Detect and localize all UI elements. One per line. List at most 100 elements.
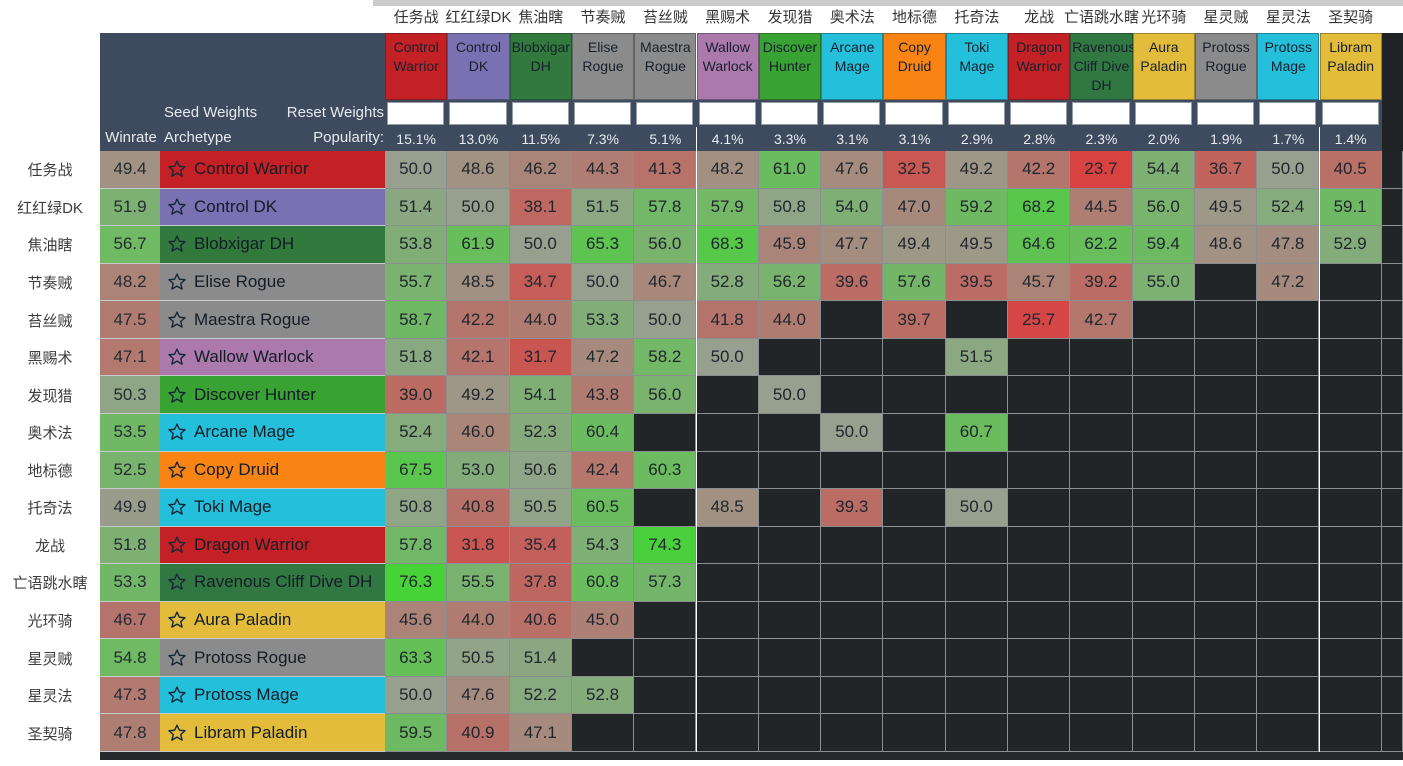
column-header-archetype[interactable]: Arcane Mage [821, 33, 884, 100]
matchup-cell: 61.0 [758, 151, 822, 189]
right-filler-column [1381, 33, 1403, 151]
favorite-star-icon[interactable] [167, 310, 187, 330]
row-archetype[interactable]: Dragon Warrior [160, 526, 385, 565]
row-archetype[interactable]: Control Warrior [160, 151, 385, 189]
column-header-archetype[interactable]: Protoss Rogue [1194, 33, 1258, 100]
row-archetype[interactable]: Blobxigar DH [160, 226, 385, 264]
row-winrate: 53.5 [100, 413, 160, 452]
favorite-star-icon[interactable] [167, 347, 187, 367]
matchup-cell: 48.2 [696, 151, 759, 189]
popularity-value: 4.1% [696, 127, 759, 151]
column-header-archetype[interactable]: Ravenous Cliff Dive DH [1070, 33, 1135, 100]
matchup-cell: 56.0 [634, 226, 697, 264]
row-cn-label: 星灵贼 [27, 650, 73, 668]
matchup-cell: 47.8 [1257, 226, 1320, 264]
weight-input[interactable] [511, 102, 569, 125]
matchup-cell-empty [1319, 489, 1382, 527]
matchup-cell-empty [1381, 489, 1403, 527]
weight-input[interactable] [1321, 102, 1379, 125]
weight-input[interactable] [823, 102, 881, 125]
matchup-cell: 35.4 [509, 526, 572, 565]
matchup-cell-empty [1257, 714, 1320, 752]
weight-input[interactable] [573, 102, 632, 125]
favorite-star-icon[interactable] [167, 197, 187, 217]
row-cn-label: 苔丝贼 [27, 312, 73, 330]
column-header-archetype[interactable]: Protoss Mage [1257, 33, 1320, 100]
row-archetype[interactable]: Discover Hunter [160, 376, 385, 414]
weight-input[interactable] [449, 102, 507, 125]
row-archetype[interactable]: Maestra Rogue [160, 301, 385, 339]
column-header-archetype[interactable]: Copy Druid [883, 33, 946, 100]
favorite-star-icon[interactable] [167, 685, 187, 705]
matchup-cell-empty [945, 451, 1008, 490]
matchup-cell: 51.4 [509, 639, 572, 677]
favorite-star-icon[interactable] [167, 234, 187, 254]
row-archetype[interactable]: Aura Paladin [160, 601, 385, 640]
matchup-cell: 49.5 [1194, 188, 1258, 227]
favorite-star-icon[interactable] [167, 422, 187, 442]
favorite-star-icon[interactable] [167, 723, 187, 743]
column-header-archetype[interactable]: Blobxigar DH [509, 33, 572, 100]
matchup-cell: 46.7 [634, 263, 697, 302]
matchup-cell-empty [883, 413, 946, 452]
matchup-cell-empty [1381, 639, 1403, 677]
column-header-archetype[interactable]: Dragon Warrior [1008, 33, 1071, 100]
favorite-star-icon[interactable] [167, 572, 187, 592]
weight-input[interactable] [387, 102, 445, 125]
favorite-star-icon[interactable] [167, 648, 187, 668]
column-header-archetype[interactable]: Elise Rogue [571, 33, 635, 100]
matchup-cell: 50.6 [509, 451, 572, 490]
matchup-cell-empty [1257, 639, 1320, 677]
weight-input[interactable] [1072, 102, 1130, 125]
matchup-cell: 39.2 [1070, 263, 1133, 302]
favorite-star-icon[interactable] [167, 535, 187, 555]
popularity-value: 1.7% [1257, 127, 1320, 151]
matchup-cell: 51.4 [385, 188, 448, 227]
matchup-cell-empty [1381, 526, 1403, 565]
favorite-star-icon[interactable] [167, 460, 187, 480]
row-archetype[interactable]: Ravenous Cliff Dive DH [160, 564, 385, 602]
weight-input[interactable] [947, 102, 1005, 125]
column-header-archetype[interactable]: Aura Paladin [1132, 33, 1195, 100]
weight-input[interactable] [1134, 102, 1192, 125]
weight-input[interactable] [698, 102, 756, 125]
matchup-cell-empty [883, 489, 946, 527]
weight-input[interactable] [885, 102, 943, 125]
row-archetype[interactable]: Arcane Mage [160, 413, 385, 452]
column-header-archetype[interactable]: Control Warrior [385, 33, 448, 100]
matchup-cell-empty [1381, 714, 1403, 752]
matchup-cell-empty [1008, 489, 1071, 527]
favorite-star-icon[interactable] [167, 497, 187, 517]
column-header-archetype[interactable]: Maestra Rogue [634, 33, 697, 100]
matchup-cell-empty [634, 413, 697, 452]
weight-input[interactable] [1259, 102, 1317, 125]
favorite-star-icon[interactable] [167, 610, 187, 630]
column-header-archetype[interactable]: Toki Mage [945, 33, 1008, 100]
matchup-cell: 32.5 [883, 151, 946, 189]
row-winrate: 46.7 [100, 601, 160, 640]
row-archetype[interactable]: Protoss Mage [160, 676, 385, 715]
matchup-cell-empty [1132, 564, 1195, 602]
weight-input[interactable] [760, 102, 819, 125]
row-archetype[interactable]: Control DK [160, 188, 385, 227]
row-archetype[interactable]: Copy Druid [160, 451, 385, 490]
favorite-star-icon[interactable] [167, 385, 187, 405]
row-archetype[interactable]: Protoss Rogue [160, 639, 385, 677]
weight-input[interactable] [1196, 102, 1255, 125]
favorite-star-icon[interactable] [167, 272, 187, 292]
weight-input[interactable] [1010, 102, 1068, 125]
row-archetype[interactable]: Libram Paladin [160, 714, 385, 752]
column-header-archetype[interactable]: Discover Hunter [758, 33, 822, 100]
column-header-archetype[interactable]: Control DK [447, 33, 510, 100]
seed-weights-button[interactable]: Seed Weights [164, 104, 258, 121]
weight-input[interactable] [636, 102, 694, 125]
column-header-archetype[interactable]: Libram Paladin [1319, 33, 1382, 100]
matchup-cell: 42.7 [1070, 301, 1133, 339]
favorite-star-icon[interactable] [167, 159, 187, 179]
row-archetype[interactable]: Toki Mage [160, 489, 385, 527]
column-header-archetype[interactable]: Wallow Warlock [696, 33, 759, 100]
reset-weights-button[interactable]: Reset Weights [286, 104, 384, 121]
row-archetype[interactable]: Elise Rogue [160, 263, 385, 302]
matchup-cell: 50.8 [758, 188, 822, 227]
row-archetype[interactable]: Wallow Warlock [160, 338, 385, 377]
